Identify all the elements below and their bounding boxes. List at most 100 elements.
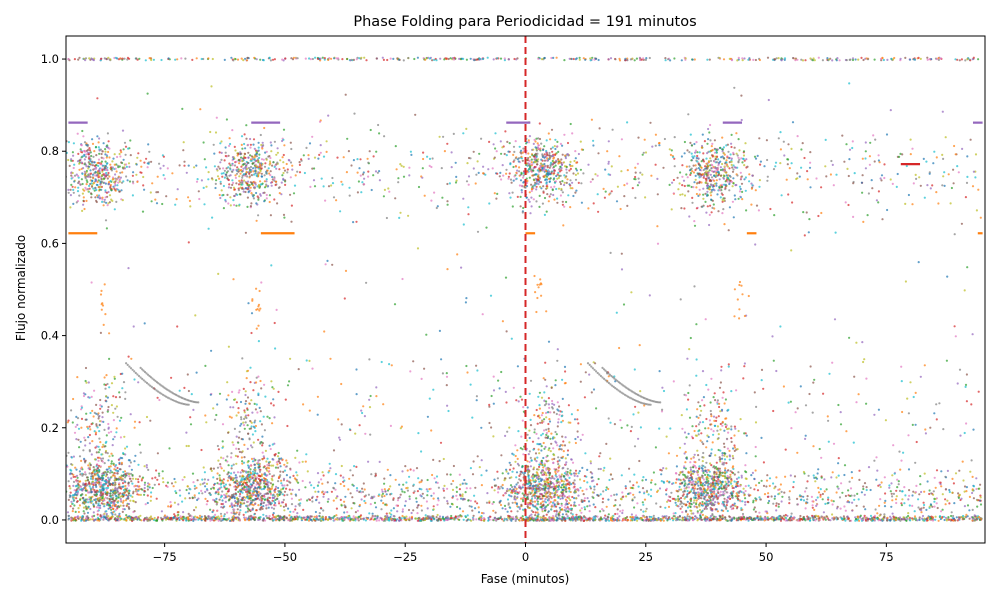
data-point bbox=[518, 166, 521, 169]
data-point bbox=[826, 57, 829, 60]
data-point bbox=[307, 516, 310, 519]
data-point bbox=[585, 517, 588, 520]
data-point bbox=[618, 155, 621, 158]
data-point bbox=[99, 163, 102, 166]
data-point bbox=[825, 175, 828, 178]
data-point bbox=[249, 205, 252, 208]
data-point bbox=[135, 163, 138, 166]
data-point bbox=[482, 165, 485, 168]
data-point bbox=[737, 197, 740, 200]
data-point bbox=[133, 510, 136, 513]
data-point bbox=[507, 177, 510, 180]
data-point bbox=[636, 162, 640, 165]
data-point bbox=[880, 179, 883, 182]
data-point bbox=[806, 170, 809, 173]
data-point bbox=[416, 56, 419, 59]
data-point bbox=[845, 59, 848, 62]
data-point bbox=[234, 176, 237, 179]
data-point bbox=[270, 150, 273, 153]
data-point bbox=[249, 165, 253, 169]
data-point bbox=[96, 135, 99, 138]
data-point bbox=[835, 59, 838, 62]
data-point bbox=[109, 58, 112, 61]
data-point bbox=[106, 479, 109, 482]
data-point bbox=[561, 200, 564, 203]
data-point bbox=[700, 146, 704, 149]
data-point bbox=[541, 164, 544, 167]
data-point bbox=[619, 207, 622, 211]
data-point bbox=[836, 57, 839, 60]
data-point bbox=[191, 58, 194, 62]
data-point bbox=[705, 162, 708, 165]
data-point bbox=[429, 516, 432, 519]
data-point bbox=[100, 57, 103, 60]
data-point bbox=[911, 517, 914, 520]
data-point bbox=[723, 175, 726, 178]
data-point bbox=[307, 157, 310, 160]
data-point bbox=[728, 167, 731, 170]
data-point bbox=[505, 172, 508, 175]
data-point bbox=[765, 139, 769, 142]
data-point bbox=[687, 190, 690, 193]
data-point bbox=[216, 175, 220, 178]
data-point bbox=[121, 129, 125, 132]
data-point bbox=[728, 189, 731, 192]
data-point bbox=[78, 162, 81, 165]
data-point bbox=[446, 200, 449, 203]
data-point bbox=[832, 184, 835, 187]
data-point bbox=[649, 121, 652, 124]
data-point bbox=[863, 516, 866, 519]
data-point bbox=[273, 515, 276, 519]
data-point bbox=[556, 177, 559, 180]
data-point bbox=[824, 138, 827, 141]
data-point bbox=[281, 58, 284, 61]
data-point bbox=[228, 144, 231, 147]
data-point bbox=[226, 177, 229, 180]
data-point bbox=[385, 216, 388, 220]
data-point bbox=[550, 516, 553, 519]
data-point bbox=[355, 58, 358, 61]
data-point bbox=[530, 196, 533, 199]
data-point bbox=[73, 504, 76, 507]
data-point bbox=[873, 514, 877, 518]
data-point bbox=[668, 518, 672, 521]
data-point bbox=[378, 170, 381, 173]
data-point bbox=[718, 178, 721, 181]
data-point bbox=[369, 128, 372, 132]
data-point bbox=[476, 58, 479, 61]
data-point bbox=[564, 176, 567, 179]
data-point bbox=[507, 150, 510, 153]
data-point bbox=[690, 167, 693, 170]
data-point bbox=[709, 139, 712, 142]
data-point bbox=[496, 172, 499, 175]
data-point bbox=[901, 153, 904, 156]
data-point bbox=[339, 210, 342, 213]
data-point bbox=[222, 184, 225, 188]
data-point bbox=[662, 519, 665, 522]
data-point bbox=[58, 160, 60, 162]
data-point bbox=[402, 175, 406, 178]
data-point bbox=[104, 164, 107, 168]
data-point bbox=[546, 193, 549, 196]
data-point bbox=[874, 138, 877, 141]
data-point bbox=[671, 181, 674, 184]
data-point bbox=[686, 184, 689, 187]
data-point bbox=[606, 516, 610, 519]
data-point bbox=[738, 158, 741, 161]
data-point bbox=[705, 157, 708, 160]
data-point bbox=[641, 514, 644, 518]
data-point bbox=[284, 179, 287, 182]
data-point bbox=[70, 177, 73, 180]
data-point bbox=[123, 141, 127, 144]
data-point bbox=[467, 175, 471, 178]
data-point bbox=[656, 193, 659, 196]
data-point bbox=[229, 174, 232, 177]
data-point bbox=[223, 159, 226, 162]
data-point bbox=[467, 156, 471, 160]
data-point bbox=[78, 488, 81, 491]
data-point bbox=[518, 145, 521, 148]
data-point bbox=[250, 192, 253, 195]
data-point bbox=[253, 158, 256, 161]
data-point bbox=[110, 517, 113, 520]
data-point bbox=[147, 143, 150, 146]
